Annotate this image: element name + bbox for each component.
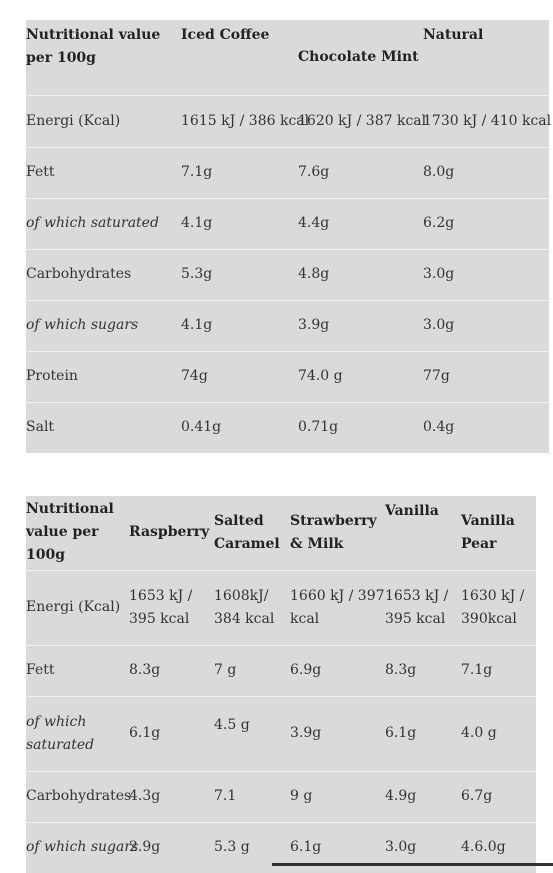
row-label: Energi (Kcal) xyxy=(26,569,129,645)
table-cell: 7.1 xyxy=(214,770,290,822)
table-row: of which sugars 4.1g 3.9g 3.0g xyxy=(26,299,549,351)
table-cell: 1653 kJ / 395 kcal xyxy=(129,569,214,645)
row-label: Protein xyxy=(26,350,181,402)
table-cell: 1608kJ/ 384 kcal xyxy=(214,569,290,645)
table-cell: 4.0 g xyxy=(461,695,536,771)
nutrition-table-1: Nutritional value per 100g Iced Coffee C… xyxy=(26,20,551,453)
table-cell: 4.3g xyxy=(129,770,214,822)
table-cell: 5.3g xyxy=(181,248,298,300)
table-cell: 4.1g xyxy=(181,299,298,351)
table-cell: 6.2g xyxy=(423,197,549,249)
table-row: Protein 74g 74.0 g 77g xyxy=(26,350,549,402)
table-cell: 7.1g xyxy=(181,146,298,198)
table-cell: 3.0g xyxy=(423,248,549,300)
table-cell: 2.9g xyxy=(129,821,214,873)
table-cell: 74.0 g xyxy=(298,350,423,402)
header-cell: Natural xyxy=(423,27,484,43)
row-label: Fett xyxy=(26,644,129,696)
table-cell: 0.71g xyxy=(298,401,423,453)
table-cell: 4.4g xyxy=(298,197,423,249)
row-label: Fett xyxy=(26,146,181,198)
header-cell: Vanilla xyxy=(385,503,439,519)
row-label: of which saturated xyxy=(26,197,181,249)
table-cell-value: 4.5 g xyxy=(214,717,250,733)
table-cell: 0.41g xyxy=(181,401,298,453)
table-cell: 1730 kJ / 410 kcal xyxy=(423,94,551,147)
table-row: Energi (Kcal) 1615 kJ / 386 kcal 1620 kJ… xyxy=(26,94,551,147)
table-cell: 1660 kJ / 397 kcal xyxy=(290,569,385,645)
table-row: Carbohydrates 4.3g 7.1 9 g 4.9g 6.7g xyxy=(26,770,536,822)
table-cell: 7 g xyxy=(214,644,290,696)
table-row: Salt 0.41g 0.71g 0.4g xyxy=(26,401,549,453)
row-label: of which sugars xyxy=(26,821,138,873)
nutrition-table-2: Nutritional value per 100g Raspberry Sal… xyxy=(26,496,536,873)
table-row: Fett 7.1g 7.6g 8.0g xyxy=(26,146,549,198)
table-cell: 8.3g xyxy=(385,644,461,696)
row-label: of which saturated xyxy=(26,695,129,771)
table-cell: 74g xyxy=(181,350,298,402)
table-cell: 1615 kJ / 386 kcal xyxy=(181,94,309,147)
header-cell: Nutritional value per 100g xyxy=(26,501,114,564)
table-cell: 8.0g xyxy=(423,146,549,198)
table-cell: 7.6g xyxy=(298,146,423,198)
row-label: of which sugars xyxy=(26,299,181,351)
table-cell: 3.9g xyxy=(298,299,423,351)
table-cell: 0.4g xyxy=(423,401,549,453)
table-cell: 3.0g xyxy=(423,299,549,351)
table-row: Fett 8.3g 7 g 6.9g 8.3g 7.1g xyxy=(26,644,536,696)
table-cell: 4.1g xyxy=(181,197,298,249)
table-cell: 77g xyxy=(423,350,549,402)
table-cell: 4.5 g xyxy=(214,695,290,771)
row-label: Salt xyxy=(26,401,181,453)
row-label: Carbohydrates xyxy=(26,248,181,300)
table-cell: 4.8g xyxy=(298,248,423,300)
table-cell: 8.3g xyxy=(129,644,214,696)
table-cell: 6.1g xyxy=(385,695,461,771)
table-row: Energi (Kcal) 1653 kJ / 395 kcal 1608kJ/… xyxy=(26,569,536,645)
table-cell: 3.9g xyxy=(290,695,385,771)
row-label: Carbohydrates xyxy=(26,770,131,822)
table-header-row: Nutritional value per 100g Iced Coffee C… xyxy=(26,20,549,95)
table-row: of which saturated 6.1g 4.5 g 3.9g 6.1g … xyxy=(26,695,536,771)
header-cell: Raspberry xyxy=(129,524,210,541)
table-cell: 6.7g xyxy=(461,770,536,822)
table-row: Carbohydrates 5.3g 4.8g 3.0g xyxy=(26,248,549,300)
table-header-row: Nutritional value per 100g Raspberry Sal… xyxy=(26,496,536,570)
table-cell: 1620 kJ / 387 kcal xyxy=(298,94,426,147)
table-cell: 4.9g xyxy=(385,770,461,822)
scroll-divider xyxy=(272,863,553,866)
table-row: of which saturated 4.1g 4.4g 6.2g xyxy=(26,197,549,249)
header-cell: Chocolate Mint xyxy=(298,48,419,65)
table-cell: 6.1g xyxy=(129,695,214,771)
header-cell: Iced Coffee xyxy=(181,27,270,43)
table-cell: 1653 kJ / 395 kcal xyxy=(385,569,461,645)
table-cell: 9 g xyxy=(290,770,385,822)
header-cell: Nutritional value per 100g xyxy=(26,27,161,66)
header-cell: Salted Caramel xyxy=(214,512,280,552)
row-label: Energi (Kcal) xyxy=(26,94,181,147)
header-cell: Strawberry & Milk xyxy=(290,512,377,552)
table-cell: 6.9g xyxy=(290,644,385,696)
table-cell: 1630 kJ / 390kcal xyxy=(461,569,536,645)
header-cell: Vanilla Pear xyxy=(461,512,515,552)
table-cell: 7.1g xyxy=(461,644,536,696)
